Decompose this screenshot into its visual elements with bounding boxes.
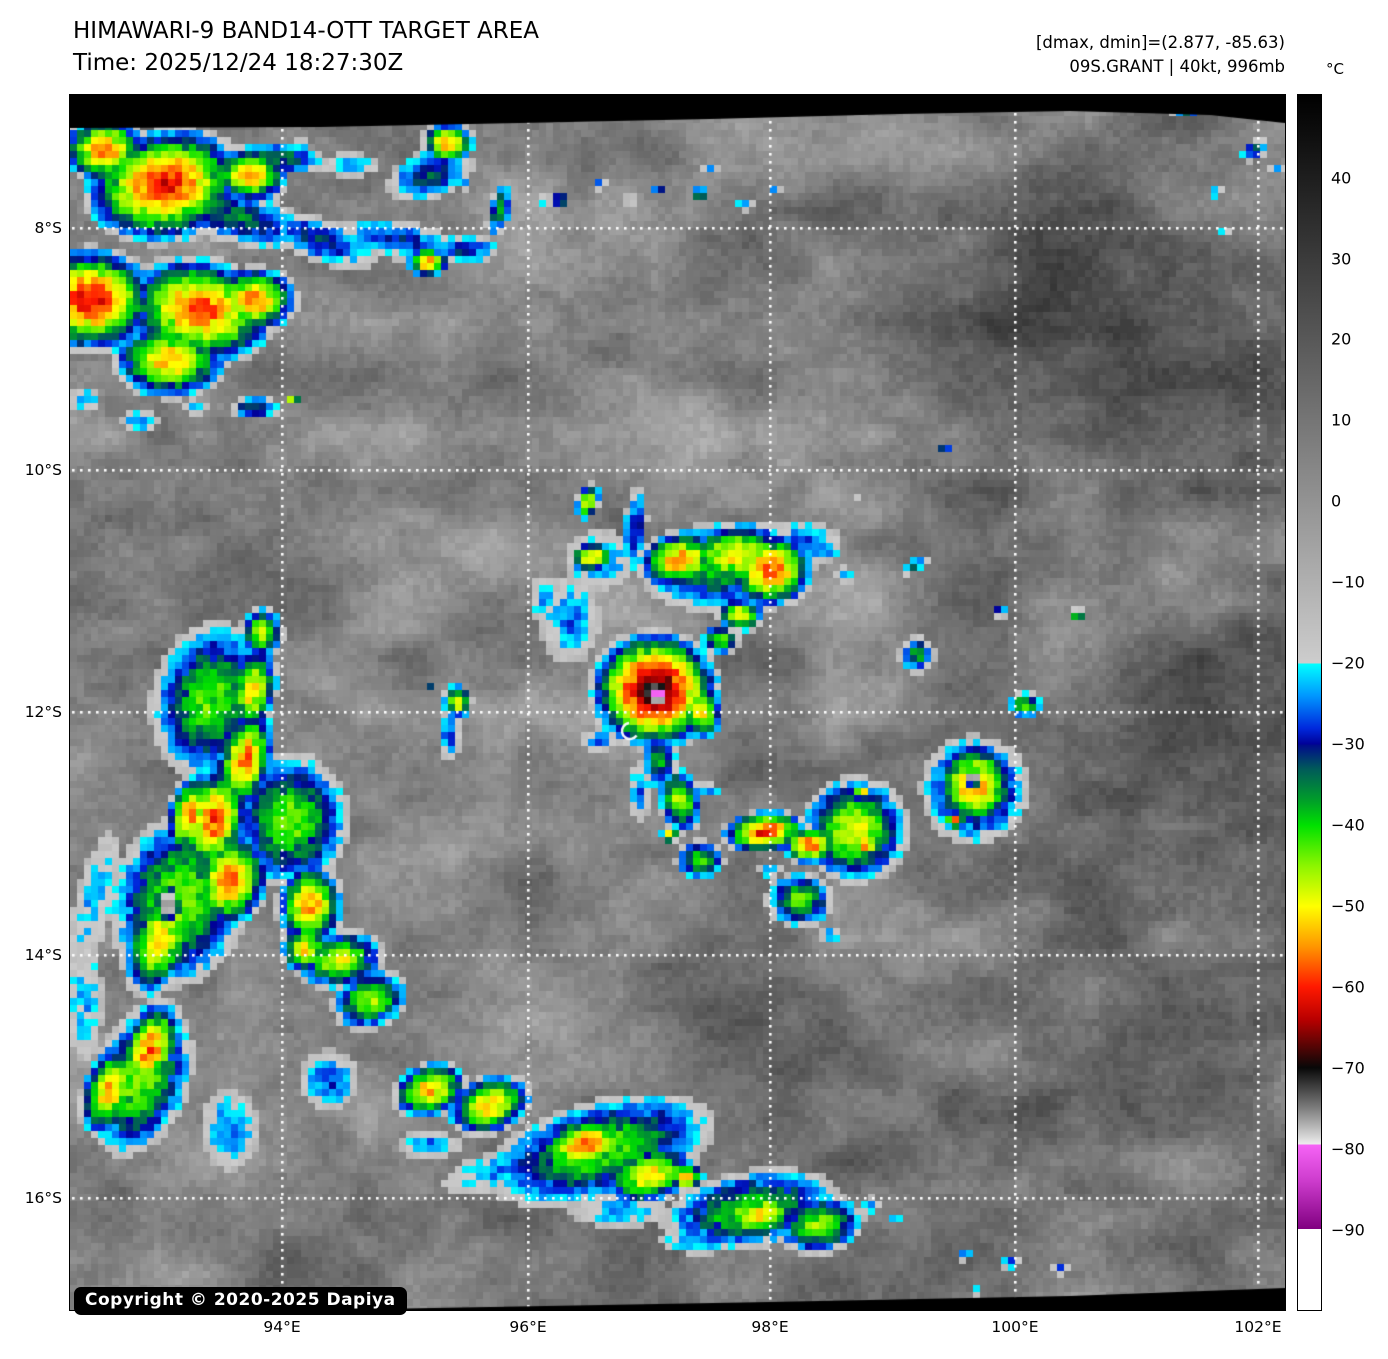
temperature-colorbar: [1297, 93, 1322, 1311]
lat-tick-label: 10°S: [24, 461, 62, 479]
colorbar-tick-label: −70: [1331, 1058, 1365, 1078]
colorbar-tick-label: −80: [1331, 1139, 1365, 1159]
timestamp-label: Time: 2025/12/24 18:27:30Z: [73, 50, 404, 76]
colorbar-tick-label: −60: [1331, 977, 1365, 997]
storm-info-label: 09S.GRANT | 40kt, 996mb: [1069, 57, 1285, 76]
colorbar-tick-label: −50: [1331, 896, 1365, 916]
dmax-dmin-readout: [dmax, dmin]=(2.877, -85.63): [1036, 33, 1285, 52]
lon-tick-label: 98°E: [751, 1318, 789, 1336]
colorbar-tick-label: −30: [1331, 734, 1365, 754]
lat-tick-label: 14°S: [24, 946, 62, 964]
copyright-badge: Copyright © 2020-2025 Dapiya: [74, 1287, 407, 1315]
satellite-imagery-canvas: [69, 94, 1285, 1310]
colorbar-tick-label: −90: [1331, 1220, 1365, 1240]
colorbar-tick-label: 10: [1331, 410, 1352, 430]
colorbar-tick-label: −40: [1331, 815, 1365, 835]
lon-tick-label: 100°E: [991, 1318, 1039, 1336]
lon-tick-label: 102°E: [1234, 1318, 1282, 1336]
colorbar-tick-label: 30: [1331, 249, 1352, 269]
colorbar-tick-label: 0: [1331, 491, 1342, 511]
page-title: HIMAWARI-9 BAND14-OTT TARGET AREA: [73, 18, 540, 44]
colorbar-tick-label: −20: [1331, 653, 1365, 673]
satellite-map-frame: [68, 93, 1286, 1311]
lat-tick-label: 8°S: [34, 219, 62, 237]
colorbar-unit-label: °C: [1326, 60, 1344, 78]
lat-tick-label: 16°S: [24, 1189, 62, 1207]
colorbar-tick-label: 40: [1331, 168, 1352, 188]
lon-tick-label: 96°E: [509, 1318, 547, 1336]
colorbar-tick-label: 20: [1331, 329, 1352, 349]
colorbar-tick-label: −10: [1331, 572, 1365, 592]
lon-tick-label: 94°E: [263, 1318, 301, 1336]
lat-tick-label: 12°S: [24, 703, 62, 721]
